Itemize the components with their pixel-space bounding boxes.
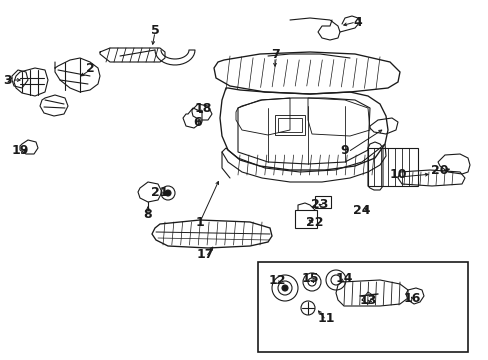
Text: 3: 3: [4, 73, 12, 86]
Text: 5: 5: [150, 23, 159, 36]
Text: 18: 18: [194, 102, 211, 114]
Text: 12: 12: [268, 274, 285, 287]
Text: 21: 21: [151, 185, 168, 198]
Text: 4: 4: [353, 15, 362, 28]
Text: 14: 14: [335, 271, 352, 284]
Text: 10: 10: [388, 168, 406, 181]
Text: 1: 1: [195, 216, 204, 229]
Text: 8: 8: [143, 208, 152, 221]
Bar: [274, 115, 305, 135]
Text: 22: 22: [305, 216, 323, 229]
Text: 24: 24: [352, 203, 370, 216]
Text: 9: 9: [340, 144, 348, 157]
Text: 13: 13: [359, 293, 376, 306]
Bar: [294, 210, 316, 228]
Bar: [278, 118, 302, 132]
Text: 2: 2: [85, 62, 94, 75]
Text: 19: 19: [11, 144, 29, 157]
Text: 20: 20: [430, 163, 448, 176]
Bar: [258, 262, 467, 352]
Circle shape: [164, 190, 171, 196]
Text: 11: 11: [317, 311, 334, 324]
Bar: [367, 148, 417, 186]
Text: 6: 6: [193, 116, 202, 129]
Circle shape: [282, 285, 287, 291]
Text: 16: 16: [403, 292, 420, 305]
Text: 17: 17: [196, 248, 213, 261]
Bar: [314, 196, 330, 208]
Text: 23: 23: [311, 198, 328, 211]
Text: 7: 7: [270, 49, 279, 62]
Text: 15: 15: [301, 271, 318, 284]
